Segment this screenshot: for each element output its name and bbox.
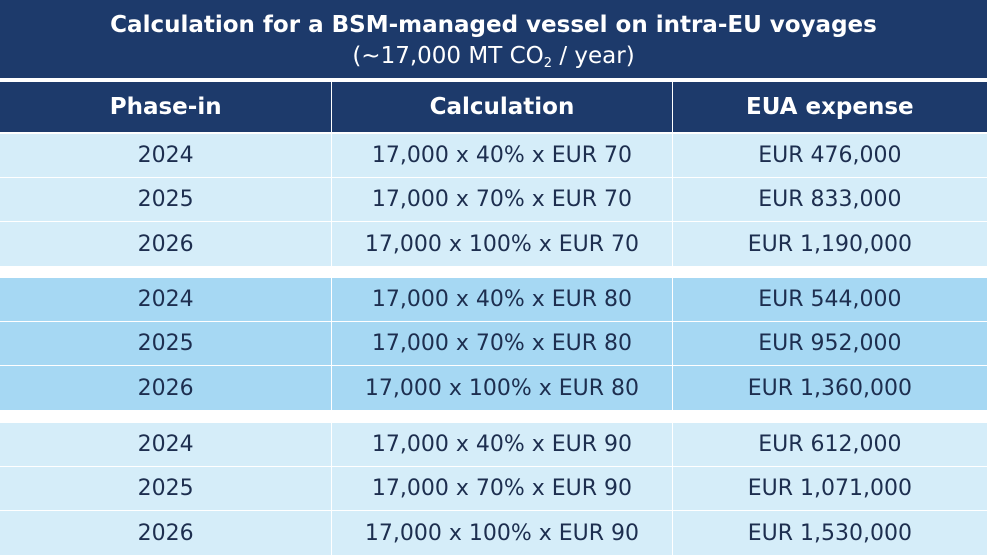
title-main: Calculation for a BSM-managed vessel on … — [110, 12, 877, 38]
phase-cell: 2025 — [0, 467, 333, 510]
header-calculation: Calculation — [332, 82, 673, 132]
phase-cell: 2026 — [0, 366, 333, 410]
calculation-cell: 17,000 x 40% x EUR 90 — [332, 423, 673, 466]
co2-subscript: 2 — [543, 56, 553, 71]
table-title: Calculation for a BSM-managed vessel on … — [0, 0, 987, 78]
price-group-eur-70: 2024 17,000 x 40% x EUR 70 EUR 476,000 2… — [0, 134, 987, 266]
phase-cell: 2025 — [0, 322, 333, 365]
price-group-eur-80: 2024 17,000 x 40% x EUR 80 EUR 544,000 2… — [0, 278, 987, 410]
calculation-cell: 17,000 x 70% x EUR 90 — [332, 467, 673, 510]
header-eua-expense: EUA expense — [745, 94, 914, 120]
expense-cell: EUR 612,000 — [758, 432, 902, 457]
expense-cell: EUR 952,000 — [758, 331, 902, 356]
phase-cell: 2024 — [0, 134, 333, 177]
table-row: 2024 17,000 x 40% x EUR 80 EUR 544,000 — [0, 278, 987, 322]
table-row: 2026 17,000 x 100% x EUR 80 EUR 1,360,00… — [0, 366, 987, 410]
table-row: 2025 17,000 x 70% x EUR 70 EUR 833,000 — [0, 178, 987, 222]
expense-cell: EUR 833,000 — [758, 187, 902, 212]
price-group-eur-90: 2024 17,000 x 40% x EUR 90 EUR 612,000 2… — [0, 423, 987, 555]
expense-cell: EUR 1,190,000 — [747, 231, 912, 257]
phase-cell: 2025 — [0, 178, 333, 221]
table-row: 2025 17,000 x 70% x EUR 80 EUR 952,000 — [0, 322, 987, 366]
phase-cell: 2024 — [0, 278, 333, 321]
calculation-cell: 17,000 x 70% x EUR 70 — [332, 178, 673, 221]
calculation-cell: 17,000 x 100% x EUR 90 — [332, 511, 673, 555]
header-phase-in: Phase-in — [0, 82, 333, 132]
calculation-cell: 17,000 x 100% x EUR 80 — [332, 366, 673, 410]
expense-cell: EUR 1,530,000 — [747, 520, 912, 546]
calculation-cell: 17,000 x 40% x EUR 70 — [332, 134, 673, 177]
phase-cell: 2024 — [0, 423, 333, 466]
table-row: 2024 17,000 x 40% x EUR 90 EUR 612,000 — [0, 423, 987, 467]
title-subtitle-suffix: / year) — [552, 43, 635, 69]
phase-cell: 2026 — [0, 222, 333, 266]
title-subtitle: (~17,000 MT CO2 / year) — [0, 41, 987, 79]
phase-cell: 2026 — [0, 511, 333, 555]
table-row: 2026 17,000 x 100% x EUR 90 EUR 1,530,00… — [0, 511, 987, 555]
calculation-cell: 17,000 x 100% x EUR 70 — [332, 222, 673, 266]
expense-cell: EUR 476,000 — [758, 143, 902, 168]
table-row: 2025 17,000 x 70% x EUR 90 EUR 1,071,000 — [0, 467, 987, 511]
calculation-cell: 17,000 x 40% x EUR 80 — [332, 278, 673, 321]
table-row: 2024 17,000 x 40% x EUR 70 EUR 476,000 — [0, 134, 987, 178]
expense-cell: EUR 1,071,000 — [747, 476, 912, 501]
expense-cell: EUR 544,000 — [758, 287, 902, 312]
column-header-row: Phase-in Calculation EUA expense — [0, 82, 987, 132]
title-subtitle-prefix: (~17,000 MT CO — [352, 43, 544, 69]
expense-cell: EUR 1,360,000 — [747, 375, 912, 401]
calculation-cell: 17,000 x 70% x EUR 80 — [332, 322, 673, 365]
table-row: 2026 17,000 x 100% x EUR 70 EUR 1,190,00… — [0, 222, 987, 266]
